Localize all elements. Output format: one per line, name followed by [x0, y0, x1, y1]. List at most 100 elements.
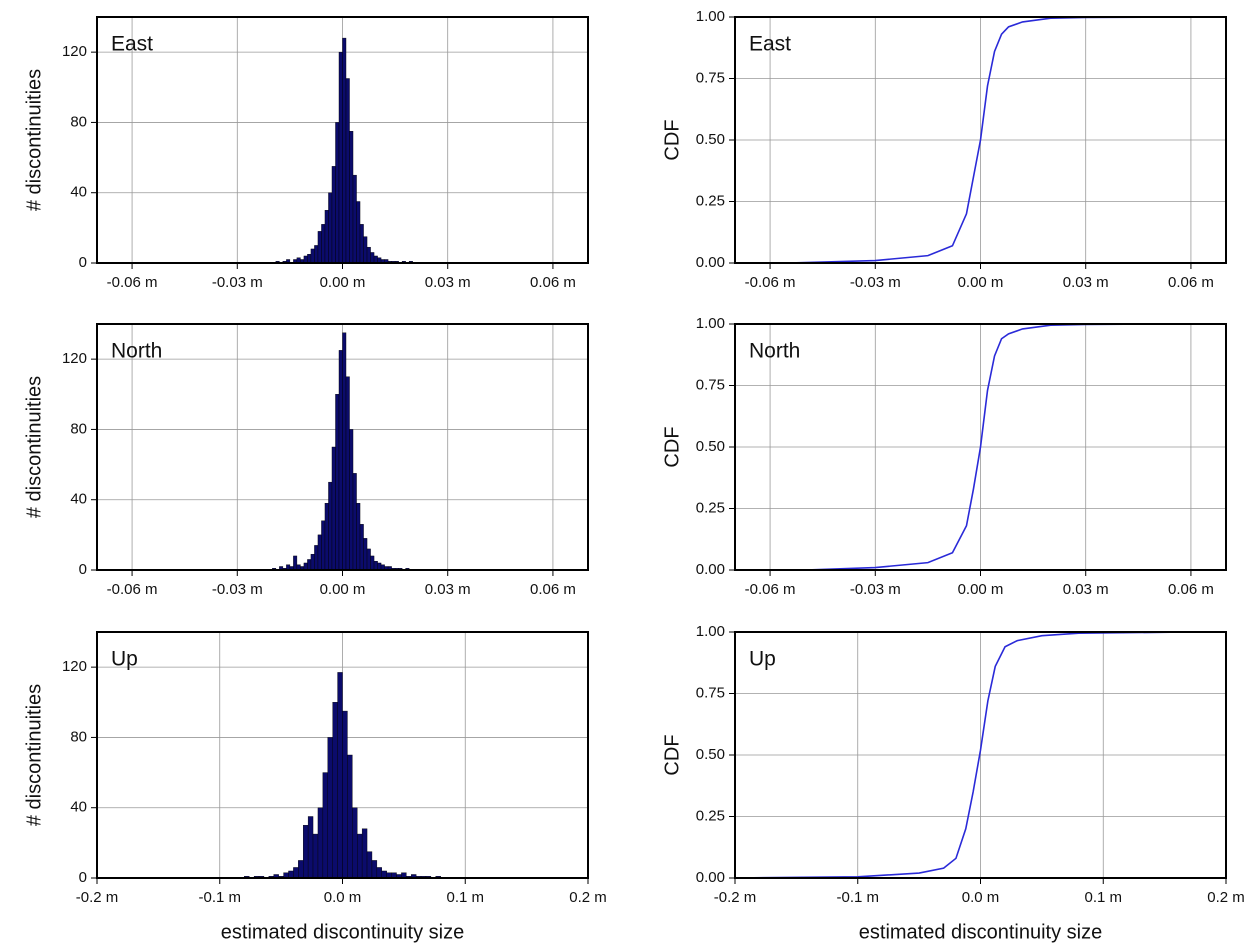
cdf-line	[805, 323, 1156, 571]
x-tick-label: 0.00 m	[320, 274, 366, 291]
x-tick-label: 0.1 m	[446, 889, 484, 906]
x-tick-label: -0.06 m	[107, 274, 158, 291]
bar	[342, 332, 347, 571]
y-tick-label: 0.00	[696, 561, 725, 578]
plot-frame	[96, 16, 589, 264]
y-tick-label: 0.75	[696, 376, 725, 393]
bar	[307, 254, 312, 264]
x-tick-label: 0.06 m	[530, 581, 576, 598]
y-tick-label: 120	[62, 43, 87, 60]
y-tick-label: 1.00	[696, 623, 725, 640]
y-tick-label: 80	[70, 420, 87, 437]
y-tick-label: 0.75	[696, 684, 725, 701]
bar	[317, 807, 324, 879]
bar	[347, 754, 353, 879]
y-tick-label: 0.50	[696, 746, 725, 763]
bar	[332, 702, 338, 879]
bar	[377, 562, 382, 571]
bar	[342, 37, 347, 264]
bar	[331, 446, 336, 571]
bar	[373, 561, 378, 571]
bar	[352, 174, 357, 264]
x-axis-label: estimated discontinuity size	[221, 921, 464, 943]
bar	[310, 248, 315, 264]
bar	[352, 807, 358, 879]
y-tick-label: 0.50	[696, 438, 725, 455]
y-tick-label: 80	[70, 113, 87, 130]
bar	[366, 246, 371, 264]
bar	[352, 473, 357, 571]
x-tick-label: -0.1 m	[198, 889, 241, 906]
x-tick-label: -0.2 m	[714, 889, 757, 906]
y-axis-label: CDF	[661, 119, 683, 160]
x-tick-label: 0.2 m	[569, 889, 607, 906]
bar	[317, 231, 322, 264]
bar	[342, 710, 348, 879]
y-axis-label: # discontinuities	[23, 684, 45, 826]
y-tick-label: 120	[62, 350, 87, 367]
plot-frame	[734, 323, 1227, 571]
plot-frame	[96, 323, 589, 571]
bar	[381, 870, 387, 879]
y-tick-label: 0.25	[696, 192, 725, 209]
x-tick-label: 0.03 m	[425, 274, 471, 291]
bar	[331, 166, 336, 264]
bar	[322, 772, 328, 879]
y-axis-label: CDF	[661, 734, 683, 775]
bar	[317, 534, 322, 571]
x-tick-label: 0.1 m	[1084, 889, 1122, 906]
x-tick-label: 0.00 m	[958, 581, 1004, 598]
x-tick-label: 0.06 m	[1168, 581, 1214, 598]
bar	[366, 851, 373, 879]
bar	[345, 78, 350, 264]
y-tick-label: 120	[62, 658, 87, 675]
x-tick-label: -0.06 m	[745, 274, 796, 291]
y-tick-label: 0.50	[696, 131, 725, 148]
panel-label: Up	[111, 648, 138, 671]
bar	[345, 376, 350, 571]
y-tick-label: 40	[70, 491, 87, 508]
bar	[327, 737, 333, 879]
y-axis-label: CDF	[661, 426, 683, 467]
x-tick-label: 0.06 m	[1168, 274, 1214, 291]
x-tick-label: 0.2 m	[1207, 889, 1245, 906]
y-tick-label: 0.75	[696, 69, 725, 86]
bar	[312, 833, 319, 879]
bar	[298, 860, 304, 879]
y-tick-label: 40	[70, 799, 87, 816]
x-tick-label: 0.0 m	[962, 889, 1000, 906]
bar	[363, 538, 368, 571]
bar	[370, 252, 375, 264]
y-tick-label: 0.00	[696, 254, 725, 271]
bar	[376, 867, 382, 879]
x-tick-label: 0.03 m	[1063, 581, 1109, 598]
y-tick-label: 1.00	[696, 8, 725, 25]
bar	[324, 503, 329, 571]
y-tick-label: 0.25	[696, 807, 725, 824]
x-tick-label: -0.03 m	[850, 274, 901, 291]
y-axis-label: # discontinuities	[23, 376, 45, 518]
panel-label: North	[749, 340, 800, 363]
plot-frame	[734, 631, 1227, 879]
bar	[359, 224, 364, 264]
bar	[335, 122, 340, 264]
x-tick-label: -0.2 m	[76, 889, 119, 906]
bar	[363, 236, 368, 264]
bar	[324, 210, 329, 264]
y-tick-label: 0.00	[696, 869, 725, 886]
bar	[310, 553, 315, 571]
bar	[293, 867, 299, 879]
panel-label: Up	[749, 648, 776, 671]
y-tick-label: 0.25	[696, 499, 725, 516]
x-tick-label: -0.06 m	[745, 581, 796, 598]
x-tick-label: -0.1 m	[836, 889, 879, 906]
x-tick-label: -0.06 m	[107, 581, 158, 598]
y-axis-label: # discontinuities	[23, 69, 45, 211]
bar	[321, 520, 326, 571]
bar	[303, 825, 309, 879]
y-tick-label: 0	[79, 254, 87, 271]
bar	[366, 548, 371, 571]
bar	[349, 131, 354, 264]
y-tick-label: 80	[70, 728, 87, 745]
